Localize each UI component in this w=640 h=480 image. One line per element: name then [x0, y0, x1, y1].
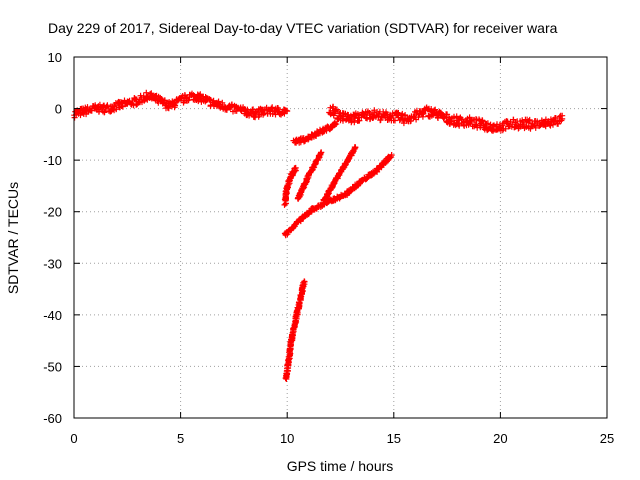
y-tick-label: -60 [43, 411, 62, 426]
chart-title: Day 229 of 2017, Sidereal Day-to-day VTE… [48, 20, 558, 36]
y-tick-label: 10 [48, 50, 62, 65]
x-tick-label: 5 [177, 431, 184, 446]
x-tick-label: 10 [280, 431, 294, 446]
grid-lines [74, 57, 607, 418]
point-markers [326, 103, 566, 134]
point-markers [290, 119, 340, 146]
x-tick-label: 15 [387, 431, 401, 446]
point-markers [281, 151, 395, 239]
series-arc-4 [281, 164, 299, 208]
series-arc-6 [294, 149, 325, 202]
series-arc-1 [71, 89, 291, 121]
y-tick-label: -20 [43, 205, 62, 220]
series-arc-7 [320, 144, 359, 204]
point-markers [294, 149, 325, 202]
data-points [71, 89, 566, 382]
y-tick-label: -50 [43, 359, 62, 374]
point-markers [281, 164, 299, 208]
y-tick-label: -30 [43, 256, 62, 271]
point-markers [71, 89, 291, 121]
series-arc-8 [282, 278, 308, 382]
y-tick-label: 0 [55, 102, 62, 117]
x-tick-label: 25 [600, 431, 614, 446]
plot-frame [73, 56, 608, 419]
x-axis-title: GPS time / hours [287, 458, 394, 474]
axis-ticks: 0 5 10 15 20 25 10 0 -10 -20 -30 -40 -50 -60 [43, 50, 614, 446]
x-tick-label: 0 [70, 431, 77, 446]
series-arc-2 [290, 119, 340, 146]
x-tick-label: 20 [493, 431, 507, 446]
y-tick-label: -10 [43, 153, 62, 168]
point-markers [320, 144, 359, 204]
series-arc-3 [326, 103, 566, 134]
point-markers [282, 278, 308, 382]
y-axis-title: SDTVAR / TECUs [5, 182, 21, 294]
y-tick-label: -40 [43, 308, 62, 323]
series-arc-5 [281, 151, 395, 239]
